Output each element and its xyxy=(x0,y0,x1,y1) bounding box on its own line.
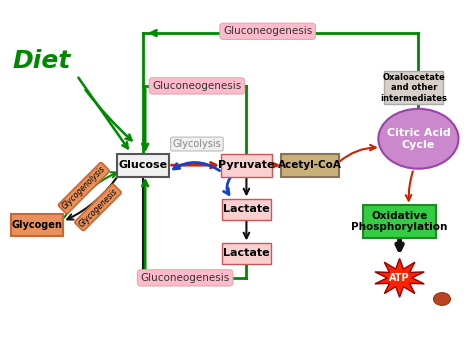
FancyBboxPatch shape xyxy=(222,199,271,220)
Text: Glycogenolysis: Glycogenolysis xyxy=(60,165,107,212)
FancyBboxPatch shape xyxy=(281,154,339,177)
Text: Pyruvate: Pyruvate xyxy=(218,160,274,170)
FancyBboxPatch shape xyxy=(220,154,273,177)
Text: Lactate: Lactate xyxy=(223,248,270,258)
Text: Glycogenesis: Glycogenesis xyxy=(77,186,119,229)
FancyBboxPatch shape xyxy=(363,205,436,238)
Text: Oxidative
Phosphorylation: Oxidative Phosphorylation xyxy=(351,211,448,232)
Text: Citric Acid
Cycle: Citric Acid Cycle xyxy=(386,128,450,149)
Text: Glycolysis: Glycolysis xyxy=(173,139,221,149)
Text: Diet: Diet xyxy=(12,49,71,73)
FancyBboxPatch shape xyxy=(384,71,443,104)
Text: Lactate: Lactate xyxy=(223,204,270,214)
Text: Glycogen: Glycogen xyxy=(11,220,62,230)
Text: Gluconeogenesis: Gluconeogenesis xyxy=(223,26,312,36)
Text: Gluconeogenesis: Gluconeogenesis xyxy=(152,81,242,91)
Circle shape xyxy=(434,293,450,305)
Text: Gluconeogenesis: Gluconeogenesis xyxy=(140,273,230,283)
Text: Glucose: Glucose xyxy=(118,160,167,170)
Text: Acetyl-CoA: Acetyl-CoA xyxy=(278,160,342,170)
Polygon shape xyxy=(375,258,424,297)
FancyBboxPatch shape xyxy=(222,243,271,264)
FancyBboxPatch shape xyxy=(117,154,169,177)
Text: ATP: ATP xyxy=(389,273,410,283)
Circle shape xyxy=(378,109,458,169)
FancyBboxPatch shape xyxy=(11,214,63,236)
Text: Oxaloacetate
and other
intermediates: Oxaloacetate and other intermediates xyxy=(380,73,447,103)
